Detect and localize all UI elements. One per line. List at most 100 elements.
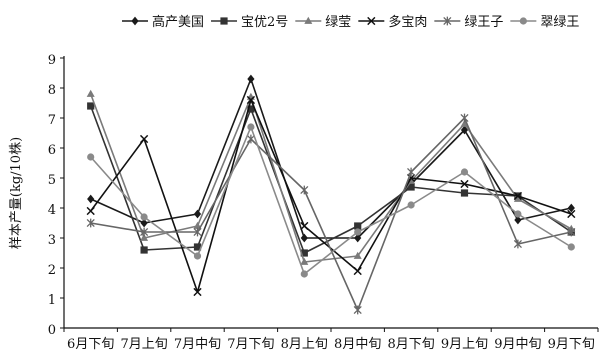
data-point — [407, 201, 415, 209]
data-point — [513, 194, 522, 202]
legend: 高产美国 宝优2号 绿莹 多宝肉 绿王子 翠绿王 — [122, 14, 579, 30]
data-point — [300, 233, 308, 243]
series-line — [89, 105, 572, 254]
data-point — [300, 221, 309, 231]
data-point — [354, 228, 362, 236]
series-1 — [87, 74, 575, 243]
data-point — [460, 179, 469, 189]
data-point — [513, 239, 522, 249]
data-point — [514, 210, 522, 218]
legend-marker — [519, 17, 527, 25]
data-point — [247, 105, 255, 113]
y-tick-label: 3 — [48, 233, 56, 248]
legend-item: 宝优2号 — [211, 15, 288, 30]
data-point — [460, 113, 469, 123]
data-point — [86, 206, 95, 216]
x-tick-label: 8月下旬 — [387, 337, 434, 352]
data-point — [460, 189, 469, 197]
data-point — [140, 233, 149, 241]
data-point — [86, 218, 95, 228]
data-point — [87, 194, 95, 204]
y-tick-label: 4 — [48, 203, 56, 218]
data-point — [140, 218, 148, 228]
legend-label: 多宝肉 — [388, 14, 427, 30]
data-point — [86, 89, 95, 97]
legend-item: 高产美国 — [122, 14, 204, 30]
data-point — [353, 266, 362, 276]
data-point — [193, 209, 202, 219]
legend-item: 多宝肉 — [358, 14, 427, 30]
legend-marker — [220, 17, 228, 25]
data-point — [567, 227, 576, 237]
data-point — [247, 123, 255, 131]
series-6 — [87, 123, 575, 278]
data-point — [87, 102, 95, 110]
legend-item: 翠绿王 — [510, 15, 579, 30]
series-line — [90, 126, 572, 275]
series-line — [90, 117, 572, 311]
data-point — [300, 185, 309, 195]
series-line — [90, 99, 572, 293]
x-tick-label: 9月中旬 — [494, 337, 541, 352]
data-point — [300, 249, 308, 257]
legend-label: 高产美国 — [152, 14, 204, 30]
legend-item: 绿王子 — [434, 15, 503, 30]
legend-marker — [443, 16, 452, 26]
y-tick-label: 9 — [48, 53, 56, 68]
series-layer — [86, 74, 576, 315]
x-tick-label: 8月中旬 — [334, 337, 381, 352]
data-point — [407, 167, 416, 177]
y-tick-label: 5 — [48, 173, 56, 188]
legend-marker — [131, 16, 139, 26]
series-2 — [87, 102, 575, 257]
data-point — [140, 213, 148, 221]
legend-label: 绿莹 — [325, 15, 351, 30]
data-point — [354, 233, 362, 243]
data-point — [513, 191, 523, 201]
data-point — [193, 243, 202, 251]
data-point — [567, 209, 576, 219]
data-point — [247, 74, 255, 84]
data-point — [407, 183, 415, 191]
legend-item: 绿莹 — [295, 15, 351, 30]
y-axis-title: 样本产量(kg/10株) — [9, 137, 24, 249]
legend-label: 宝优2号 — [241, 15, 288, 30]
data-point — [353, 305, 362, 315]
axes: 0 1 2 3 4 5 6 7 8 9 6月下旬 7月上旬 7月中旬 7月下旬 8月上旬 8月中旬 8月下旬 9月… — [48, 53, 599, 352]
data-point — [193, 227, 202, 237]
series-4 — [86, 95, 576, 297]
data-point — [567, 203, 575, 213]
y-tick-label: 8 — [48, 83, 56, 98]
series-5 — [86, 113, 576, 315]
data-point — [246, 134, 255, 144]
data-point — [353, 251, 362, 259]
x-tick-label: 7月中旬 — [174, 337, 221, 352]
data-point — [140, 246, 148, 254]
x-tick-label: 7月下旬 — [227, 337, 274, 352]
data-point — [193, 287, 202, 297]
data-point — [87, 153, 95, 161]
data-point — [460, 168, 469, 176]
y-tick-label: 6 — [48, 143, 56, 158]
y-tick-label: 0 — [48, 323, 56, 338]
data-point — [193, 252, 202, 260]
series-line — [89, 93, 572, 263]
data-point — [246, 95, 256, 105]
data-point — [300, 257, 309, 265]
data-point — [567, 243, 575, 251]
data-point — [354, 222, 362, 230]
y-tick-label: 7 — [48, 113, 56, 128]
y-tick-label: 2 — [48, 263, 56, 278]
data-point — [140, 227, 149, 237]
legend-marker — [304, 16, 313, 24]
x-tick-label: 6月下旬 — [67, 337, 114, 352]
data-point — [514, 215, 522, 225]
data-point — [139, 134, 149, 144]
data-point — [460, 119, 469, 127]
x-tick-label: 9月下旬 — [548, 337, 595, 352]
x-tick-label: 9月上旬 — [441, 337, 488, 352]
y-tick-label: 1 — [48, 293, 56, 308]
x-tick-label: 7月上旬 — [120, 337, 167, 352]
legend-label: 绿王子 — [464, 15, 503, 30]
